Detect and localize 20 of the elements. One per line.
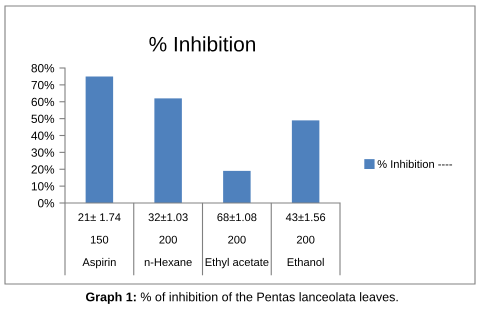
bar [154,98,182,203]
y-tick-label: 70% [32,80,54,90]
y-tick-label: 30% [31,148,54,157]
y-tick-label: 60% [32,98,54,106]
chart-title: % Inhibition [149,36,256,52]
category-label: 68±1.08 200 Ethyl acetate [206,213,268,268]
y-tick-label: 0% [38,199,54,208]
bar [86,76,114,203]
legend-label: % Inhibition ---- [378,160,452,168]
y-tick-label: 80% [31,64,54,72]
bar [292,120,320,203]
y-tick-label: 20% [32,165,54,174]
category-label: 21± 1.74 150 Aspirin [78,213,121,268]
category-label: 32±1.03 200 n-Hexane [144,213,192,266]
caption: Graph 1: % of inhibition of the Pentas lanceolata leaves. [86,292,398,304]
y-tick-label: 50% [31,114,54,124]
category-label: 43±1.56 200 Ethanol [286,213,326,266]
bar [223,170,251,203]
y-tick-label: 40% [31,132,54,140]
y-tick-label: 10% [32,182,54,191]
